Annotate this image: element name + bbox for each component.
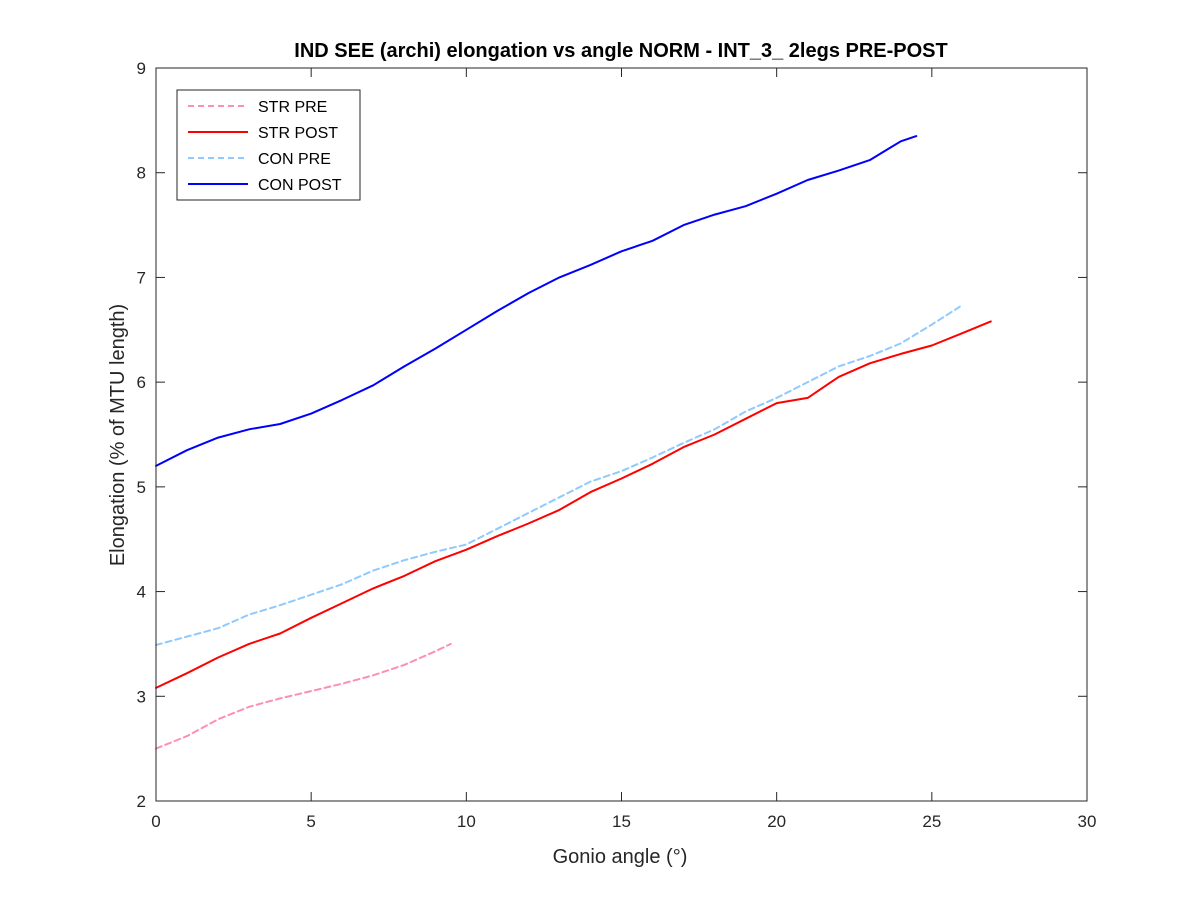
y-tick-label-3: 5	[137, 478, 146, 497]
series-line-3	[155, 135, 918, 467]
y-tick-label-1: 3	[137, 687, 146, 706]
y-tick-label-7: 9	[137, 59, 146, 78]
legend-label-2: CON PRE	[258, 151, 331, 168]
legend-label-3: CON POST	[258, 177, 342, 194]
legend-box	[176, 89, 361, 201]
series-layer	[155, 135, 992, 750]
y-axis-title: Elongation (% of MTU length)	[107, 304, 129, 566]
x-tick-label-0: 0	[151, 812, 160, 831]
y-tick-label-0: 2	[137, 792, 146, 811]
x-axis-title: Gonio angle (°)	[553, 846, 688, 868]
y-tick-label-2: 4	[137, 583, 146, 602]
x-tick-label-1: 5	[306, 812, 315, 831]
x-tick-label-5: 25	[922, 812, 941, 831]
series-line-0	[155, 642, 452, 750]
y-tick-label-5: 7	[137, 268, 146, 287]
x-tick-label-4: 20	[767, 812, 786, 831]
x-tick-label-3: 15	[612, 812, 631, 831]
series-line-1	[155, 320, 992, 689]
x-tick-label-6: 30	[1078, 812, 1097, 831]
chart-title: IND SEE (archi) elongation vs angle NORM…	[294, 40, 947, 62]
y-tick-label-6: 8	[137, 164, 146, 183]
legend: STR PRE STR POST CON PRE CON POST	[176, 89, 361, 201]
legend-label-0: STR PRE	[258, 99, 327, 116]
series-line-2	[155, 305, 961, 646]
legend-label-1: STR POST	[258, 125, 338, 142]
y-tick-label-4: 6	[137, 373, 146, 392]
axes-layer: 0 5 10 15 20 25 30 2 3 4 5 6 7 8 9	[137, 59, 1097, 831]
x-tick-label-2: 10	[457, 812, 476, 831]
